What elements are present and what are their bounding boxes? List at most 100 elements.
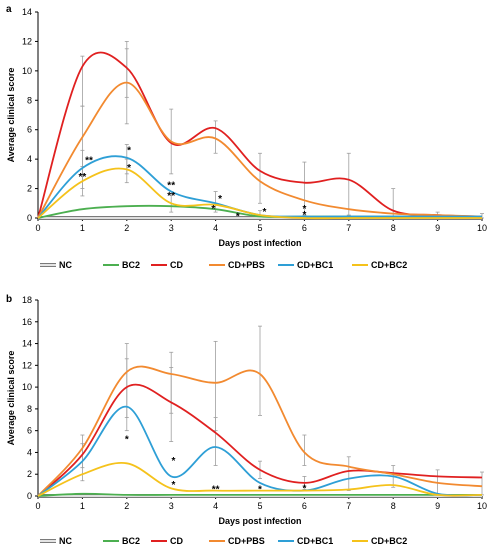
y-tick-label: 10 [22, 66, 32, 76]
x-tick-label: 9 [435, 223, 440, 233]
legend-label: CD+BC1 [297, 536, 333, 546]
y-tick-label: 6 [27, 125, 32, 135]
legend-item-nc: NC [40, 536, 72, 546]
series-line-cd-pbs [37, 81, 483, 219]
legend-item-cd-pbs: CD+PBS [209, 536, 265, 546]
y-tick-label: 14 [22, 339, 32, 349]
significance-marker: ** [79, 172, 87, 183]
significance-marker: * [258, 484, 262, 495]
x-tick-label: 4 [213, 223, 218, 233]
significance-marker: * [211, 204, 215, 215]
y-tick-label: 16 [22, 317, 32, 327]
x-tick-label: 7 [346, 501, 351, 511]
legend-label: NC [59, 536, 72, 546]
series-line-cd [37, 51, 483, 219]
significance-marker: * [262, 207, 266, 218]
x-tick-label: 9 [435, 501, 440, 511]
series-line-cd-bc1 [37, 405, 483, 497]
significance-marker: ** [167, 181, 175, 192]
x-tick-label: 4 [213, 501, 218, 511]
legend-label: NC [59, 260, 72, 270]
significance-marker: * [127, 163, 131, 174]
legend-item-cd-bc2: CD+BC2 [352, 260, 407, 270]
series-line-cd-pbs [37, 365, 483, 497]
x-tick-label: 0 [35, 501, 40, 511]
legend-label: CD [170, 536, 183, 546]
x-tick-label: 6 [302, 501, 307, 511]
y-tick-label: 18 [22, 295, 32, 305]
series-line-cd [37, 383, 483, 497]
significance-marker: ** [85, 156, 93, 167]
significance-marker: * [302, 210, 306, 221]
legend-item-cd: CD [151, 260, 183, 270]
x-tick-label: 8 [391, 501, 396, 511]
y-tick-label: 0 [27, 491, 32, 501]
x-tick-label: 8 [391, 223, 396, 233]
legend-item-bc2: BC2 [103, 536, 140, 546]
x-tick-label: 3 [169, 223, 174, 233]
legend-label: CD+BC2 [371, 536, 407, 546]
significance-marker: * [302, 483, 306, 494]
y-tick-label: 8 [27, 404, 32, 414]
legend-item-bc2: BC2 [103, 260, 140, 270]
legend: NC BC2 CD CD+PBS CD+BC1 CD+BC2 [40, 536, 407, 546]
y-axis-label: Average clinical score [6, 351, 16, 446]
significance-marker: * [171, 480, 175, 491]
x-tick-label: 2 [124, 501, 129, 511]
x-tick-label: 1 [80, 501, 85, 511]
legend-label: BC2 [122, 260, 140, 270]
significance-marker: * [302, 204, 306, 215]
legend-item-cd: CD [151, 536, 183, 546]
significance-marker: * [171, 456, 175, 467]
series-line-bc2 [37, 492, 482, 497]
y-tick-label: 2 [27, 469, 32, 479]
significance-marker: * [125, 434, 129, 445]
x-tick-label: 0 [35, 223, 40, 233]
legend-label: CD+BC2 [371, 260, 407, 270]
significance-marker: ** [167, 191, 175, 202]
legend-label: CD+PBS [228, 260, 265, 270]
significance-marker: ** [212, 484, 220, 495]
x-tick-label: 7 [346, 223, 351, 233]
x-tick-label: 1 [80, 223, 85, 233]
y-axis-label: Average clinical score [6, 68, 16, 163]
x-tick-label: 2 [124, 223, 129, 233]
y-tick-label: 6 [27, 426, 32, 436]
x-tick-label: 10 [477, 223, 487, 233]
legend-label: BC2 [122, 536, 140, 546]
series-line-cd-bc2 [37, 167, 482, 220]
legend-item-cd-bc1: CD+BC1 [278, 260, 333, 270]
panel-label: a [6, 4, 12, 15]
y-tick-label: 12 [22, 360, 32, 370]
series-line-cd-bc2 [37, 461, 483, 497]
panel-label: b [6, 294, 12, 305]
y-tick-label: 12 [22, 36, 32, 46]
y-tick-label: 4 [27, 447, 32, 457]
y-tick-label: 10 [22, 382, 32, 392]
y-tick-label: 4 [27, 154, 32, 164]
legend-item-cd-bc2: CD+BC2 [352, 536, 407, 546]
y-tick-label: 0 [27, 213, 32, 223]
x-tick-label: 5 [257, 501, 262, 511]
y-tick-label: 2 [27, 184, 32, 194]
x-axis-label: Days post infection [218, 238, 301, 248]
legend: NC BC2 CD CD+PBS CD+BC1 CD+BC2 [40, 260, 407, 270]
significance-marker: * [236, 212, 240, 223]
significance-marker: * [218, 194, 222, 205]
legend-label: CD [170, 260, 183, 270]
y-tick-label: 14 [22, 7, 32, 17]
x-tick-label: 6 [302, 223, 307, 233]
legend-label: CD+BC1 [297, 260, 333, 270]
legend-item-cd-bc1: CD+BC1 [278, 536, 333, 546]
legend-item-nc: NC [40, 260, 72, 270]
significance-marker: * [127, 145, 131, 156]
legend-label: CD+PBS [228, 536, 265, 546]
legend-item-cd-pbs: CD+PBS [209, 260, 265, 270]
x-tick-label: 5 [257, 223, 262, 233]
x-tick-label: 10 [477, 501, 487, 511]
y-tick-label: 8 [27, 95, 32, 105]
x-axis-label: Days post infection [218, 516, 301, 526]
